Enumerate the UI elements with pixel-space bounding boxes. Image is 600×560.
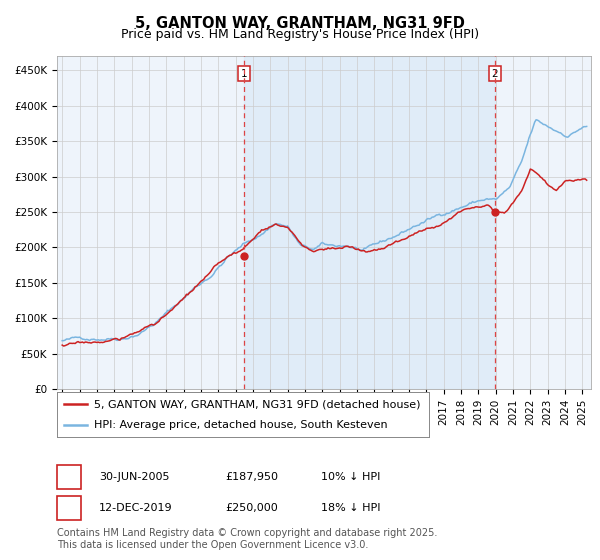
Text: 5, GANTON WAY, GRANTHAM, NG31 9FD: 5, GANTON WAY, GRANTHAM, NG31 9FD [135, 16, 465, 31]
Text: 30-JUN-2005: 30-JUN-2005 [99, 472, 170, 482]
Bar [244, 56, 495, 389]
Text: 10% ↓ HPI: 10% ↓ HPI [321, 472, 380, 482]
Text: Price paid vs. HM Land Registry's House Price Index (HPI): Price paid vs. HM Land Registry's House … [121, 28, 479, 41]
Text: 1: 1 [65, 472, 73, 482]
Text: 1: 1 [241, 69, 248, 79]
Text: HPI: Average price, detached house, South Kesteven: HPI: Average price, detached house, Sout… [94, 419, 388, 430]
Text: £187,950: £187,950 [225, 472, 278, 482]
Text: 2: 2 [65, 503, 73, 513]
Text: £250,000: £250,000 [225, 503, 278, 513]
Text: 2: 2 [491, 69, 498, 79]
Text: 5, GANTON WAY, GRANTHAM, NG31 9FD (detached house): 5, GANTON WAY, GRANTHAM, NG31 9FD (detac… [94, 399, 421, 409]
Text: 12-DEC-2019: 12-DEC-2019 [99, 503, 173, 513]
Text: Contains HM Land Registry data © Crown copyright and database right 2025.
This d: Contains HM Land Registry data © Crown c… [57, 528, 437, 550]
Text: 18% ↓ HPI: 18% ↓ HPI [321, 503, 380, 513]
